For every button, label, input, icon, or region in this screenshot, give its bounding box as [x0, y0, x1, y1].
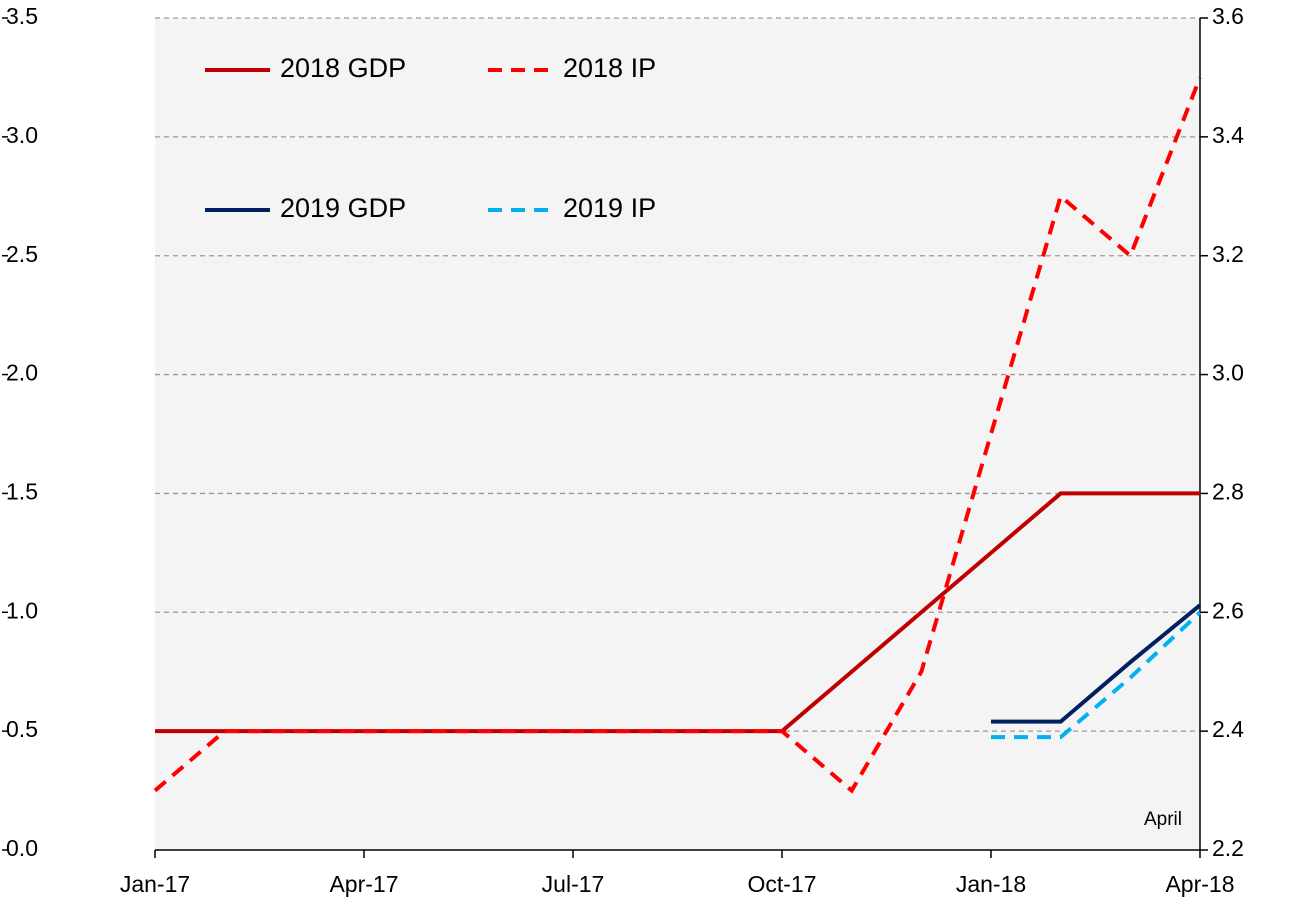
- y2-tick-label: 3.2: [1212, 241, 1244, 267]
- y2-tick-label: 2.6: [1212, 597, 1244, 623]
- series-line: [991, 603, 1202, 724]
- x-tick-label: Apr-17: [329, 871, 398, 897]
- x-tick-label: Oct-17: [747, 871, 816, 897]
- y-tick-label: 3.5: [6, 3, 38, 29]
- series-line: [153, 76, 1202, 794]
- y2-tick-label: 3.4: [1212, 122, 1244, 148]
- y-tick-label: 1.0: [6, 597, 38, 623]
- y2-tick-label: 2.2: [1212, 835, 1244, 861]
- y2-tick-label: 2.8: [1212, 479, 1244, 505]
- y-tick-label: 2.0: [6, 360, 38, 386]
- y2-tick-label: 2.4: [1212, 716, 1244, 742]
- y-tick-label: 3.0: [6, 122, 38, 148]
- y-tick-label: 1.5: [6, 479, 38, 505]
- x-tick-label: Jul-17: [542, 871, 605, 897]
- legend-label: 2018 IP: [563, 53, 656, 83]
- x-tick-label: Jan-18: [956, 871, 1026, 897]
- legend-label: 2018 GDP: [280, 53, 406, 83]
- series-line: [991, 610, 1202, 740]
- legend-label: 2019 IP: [563, 193, 656, 223]
- legend-label: 2019 GDP: [280, 193, 406, 223]
- y-tick-label: 0.0: [6, 835, 38, 861]
- y2-tick-label: 3.6: [1212, 3, 1244, 29]
- x-tick-label: Jan-17: [120, 871, 190, 897]
- y-tick-label: 2.5: [6, 241, 38, 267]
- y-tick-label: 0.5: [6, 716, 38, 742]
- y2-tick-label: 3.0: [1212, 360, 1244, 386]
- annotation: April: [1144, 809, 1182, 830]
- x-tick-label: Apr-18: [1165, 871, 1234, 897]
- plot-area: [155, 18, 1200, 850]
